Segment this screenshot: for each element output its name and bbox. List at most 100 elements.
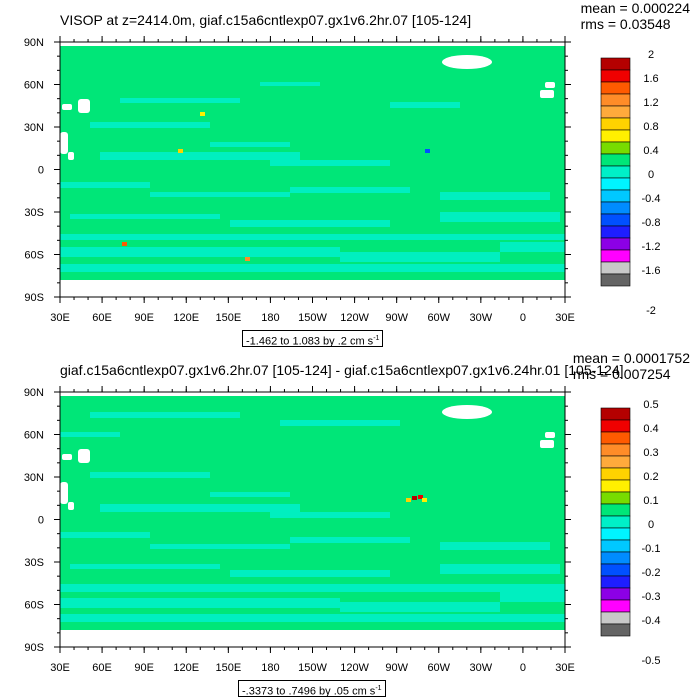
- colorbar-swatch: [600, 261, 631, 275]
- secondary-field-patch: [60, 264, 565, 272]
- secondary-field-patch: [500, 592, 565, 602]
- stats-block: mean = 0.0001752 rms = 0.007254: [573, 350, 690, 382]
- x-tick-label: 30W: [470, 312, 493, 324]
- land-mask: [78, 449, 90, 463]
- x-tick-label: 0: [520, 662, 526, 674]
- colorbar-label: -0.4: [642, 193, 661, 205]
- colorbar-swatch: [600, 129, 631, 143]
- secondary-field-patch: [260, 82, 320, 86]
- colorbar-swatch: [600, 599, 631, 613]
- colorbar-swatch: [600, 249, 631, 263]
- colorbar-swatch: [600, 201, 631, 215]
- colorbar-swatch: [600, 407, 631, 421]
- x-tick-label: 60W: [427, 662, 450, 674]
- heatmap-plot: 30E 60E 90E 120E 150E 180 150W 120W 90W 60W 30W 0 30…: [24, 386, 660, 674]
- colorbar-label: 0: [648, 519, 654, 531]
- secondary-field-patch: [440, 192, 550, 200]
- y-tick-label: 60N: [24, 430, 44, 442]
- secondary-field-patch: [270, 512, 390, 518]
- secondary-field-patch: [90, 122, 210, 128]
- range-unit-exponent: -1: [375, 685, 382, 692]
- x-tick-label: 90E: [134, 312, 154, 324]
- land-mask: [60, 132, 68, 154]
- colorbar-swatch: [600, 491, 631, 505]
- colorbar-swatch: [600, 563, 631, 577]
- colorbar-swatch: [600, 455, 631, 469]
- secondary-field-patch: [440, 212, 560, 222]
- chart-title: VISOP at z=2414.0m, giaf.c15a6cntlexp07.…: [60, 12, 472, 28]
- x-tick-label: 120E: [173, 662, 199, 674]
- secondary-field-patch: [290, 187, 410, 193]
- mean-value: mean = 0.000224: [580, 0, 690, 16]
- data-speck: [245, 257, 250, 261]
- x-tick-label: 60W: [427, 312, 450, 324]
- secondary-field-patch: [90, 412, 240, 418]
- colorbar-swatch: [600, 431, 631, 445]
- range-label: -.3373 to .7496 by .05 cm s-1: [238, 680, 386, 698]
- y-tick-label: 90S: [24, 292, 44, 304]
- secondary-field-patch: [210, 142, 290, 147]
- land-mask: [540, 90, 554, 98]
- y-tick-label: 30S: [24, 557, 44, 569]
- y-tick-label: 30S: [24, 207, 44, 219]
- x-tick-label: 150W: [298, 312, 327, 324]
- secondary-field-patch: [70, 564, 220, 569]
- colorbar-swatch: [600, 165, 631, 179]
- secondary-field-patch: [60, 614, 565, 622]
- x-tick-label: 120W: [340, 662, 369, 674]
- data-speck: [122, 242, 127, 246]
- secondary-field-patch: [500, 242, 565, 252]
- colorbar-swatch: [600, 177, 631, 191]
- range-text: -.3373 to .7496 by .05 cm s: [242, 685, 376, 698]
- secondary-field-patch: [230, 570, 390, 577]
- colorbar-label: -2: [646, 305, 656, 317]
- colorbar-swatch: [600, 69, 631, 83]
- secondary-field-patch: [150, 544, 290, 549]
- x-tick-label: 60E: [92, 662, 112, 674]
- colorbar-swatch: [600, 551, 631, 565]
- x-tick-label: 30E: [50, 312, 70, 324]
- panel-bottom: giaf.c15a6cntlexp07.gx1v6.2hr.07 [105-12…: [0, 350, 700, 700]
- y-tick-label: 0: [38, 515, 44, 527]
- colorbar-swatch: [600, 575, 631, 589]
- colorbar-label: -1.2: [642, 241, 661, 253]
- land-mask: [68, 502, 74, 510]
- land-mask: [60, 42, 565, 46]
- secondary-field-patch: [100, 152, 300, 160]
- colorbar-swatch: [600, 419, 631, 433]
- secondary-field-patch: [120, 98, 240, 103]
- x-tick-label: 150E: [215, 312, 241, 324]
- data-speck: [412, 496, 417, 500]
- colorbar-label: 0.1: [643, 495, 658, 507]
- x-tick-label: 90E: [134, 662, 154, 674]
- x-tick-label: 120E: [173, 312, 199, 324]
- colorbar-swatch: [600, 479, 631, 493]
- secondary-field-patch: [90, 472, 210, 478]
- x-tick-label: 90W: [385, 312, 408, 324]
- secondary-field-patch: [100, 504, 300, 512]
- colorbar-swatch: [600, 57, 631, 71]
- secondary-field-patch: [340, 252, 500, 262]
- land-mask: [540, 440, 554, 448]
- greenland-mask: [442, 55, 492, 69]
- land-mask: [60, 392, 565, 396]
- x-tick-label: 60E: [92, 312, 112, 324]
- x-tick-label: 150W: [298, 662, 327, 674]
- colorbar-label: 0.3: [643, 447, 658, 459]
- x-tick-label: 0: [520, 312, 526, 324]
- colorbar-swatch: [600, 225, 631, 239]
- secondary-field-patch: [340, 602, 500, 612]
- data-speck: [425, 149, 430, 153]
- rms-value: rms = 0.03548: [580, 16, 671, 32]
- colorbar-swatch: [600, 623, 631, 637]
- secondary-field-patch: [60, 182, 150, 188]
- data-speck: [422, 498, 427, 502]
- y-tick-label: 90N: [24, 387, 44, 399]
- secondary-field-patch: [60, 532, 150, 538]
- secondary-field-patch: [270, 160, 390, 166]
- colorbar-swatch: [600, 117, 631, 131]
- colorbar-swatch: [600, 189, 631, 203]
- colorbar-swatch: [600, 105, 631, 119]
- land-mask: [68, 152, 74, 160]
- colorbar-label: 1.2: [643, 97, 658, 109]
